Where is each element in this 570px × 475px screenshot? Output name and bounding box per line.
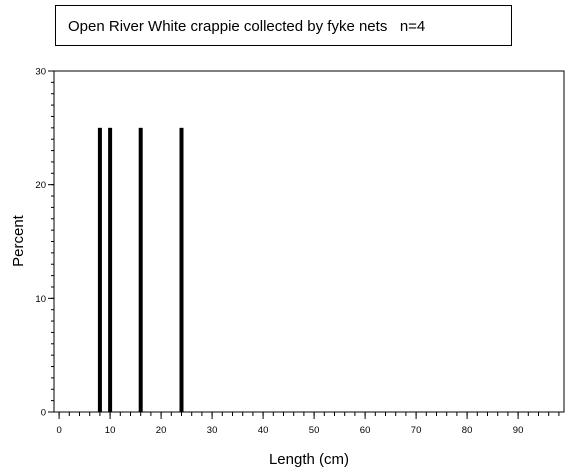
y-tick-label: 0 [41,408,46,419]
x-tick-label: 20 [156,425,167,436]
x-tick-label: 50 [309,425,320,436]
x-axis: 0 10 20 30 40 50 60 70 80 90 [56,412,560,436]
x-tick-label: 80 [462,425,473,436]
y-tick-label: 30 [35,67,46,78]
x-tick-label: 70 [411,425,422,436]
x-tick-label: 10 [105,425,116,436]
y-tick-label: 10 [35,294,46,305]
chart-title: Open River White crappie collected by fy… [68,18,426,35]
y-axis-label: Percent [10,214,27,267]
x-tick-label: 30 [207,425,218,436]
x-tick-label: 90 [513,425,524,436]
y-tick-label: 20 [35,180,46,191]
x-axis-label: Length (cm) [269,451,349,468]
bar-24 [179,127,184,412]
x-tick-label: 60 [360,425,371,436]
bar-10 [108,127,113,412]
plot-frame [53,70,565,413]
bar-group [97,127,184,412]
bar-16 [138,127,143,412]
x-tick-label: 40 [258,425,269,436]
bar-8 [97,127,102,412]
chart-title-box: Open River White crappie collected by fy… [55,5,512,46]
y-axis: 0 10 20 30 [35,67,54,419]
x-tick-label: 0 [56,425,61,436]
